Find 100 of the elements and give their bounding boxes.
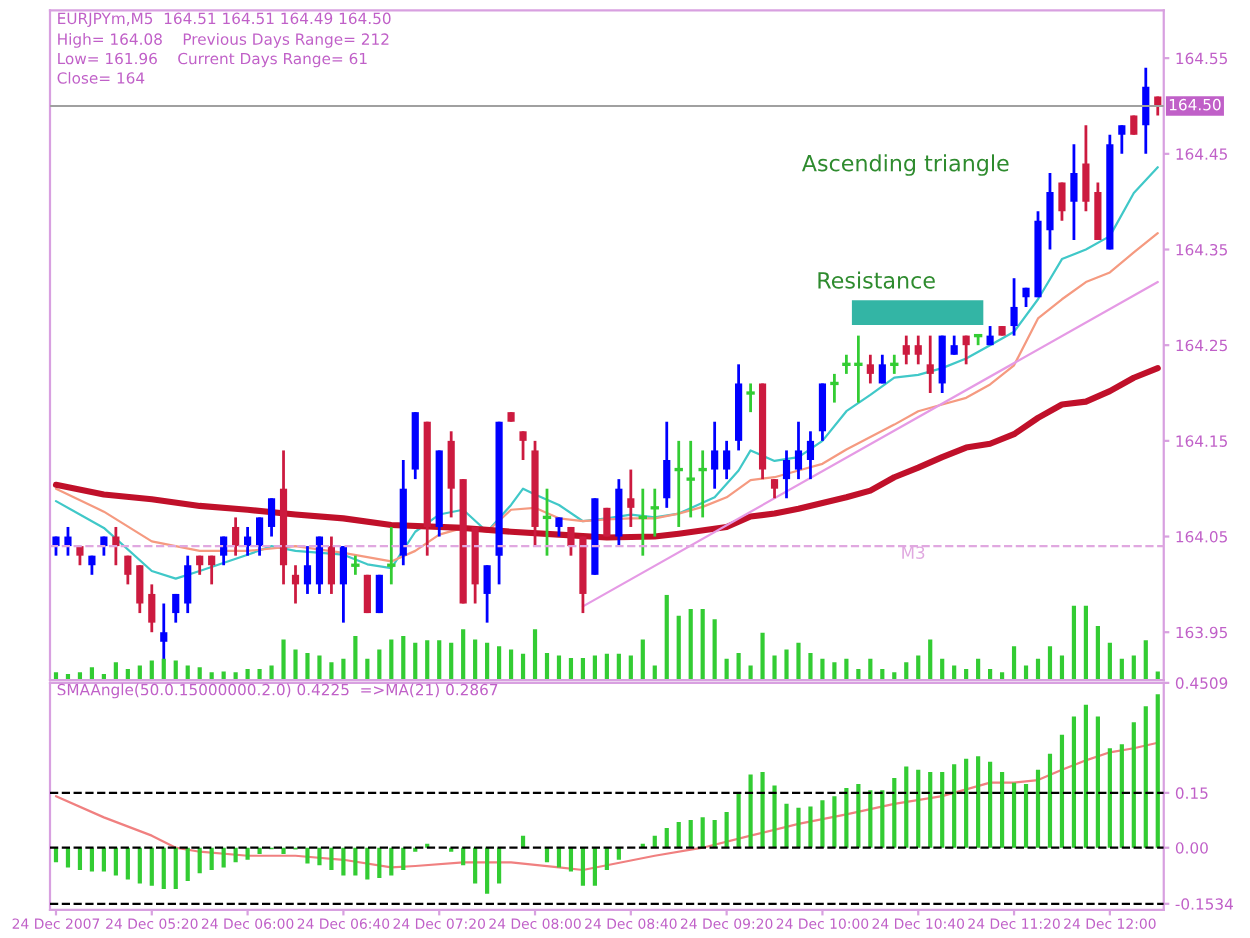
candlestick bbox=[1082, 123, 1090, 213]
candlestick bbox=[818, 382, 827, 443]
bar bbox=[700, 609, 705, 680]
bar bbox=[245, 668, 250, 680]
bar bbox=[868, 658, 873, 680]
bar bbox=[1083, 704, 1088, 848]
bar bbox=[485, 642, 490, 680]
candlestick bbox=[962, 334, 970, 366]
candlestick bbox=[1058, 181, 1066, 223]
bar bbox=[173, 847, 178, 890]
bar bbox=[1131, 722, 1136, 848]
bar bbox=[916, 769, 921, 848]
candlestick bbox=[447, 429, 455, 519]
bar bbox=[233, 847, 238, 863]
bar bbox=[952, 764, 957, 848]
bar bbox=[1035, 658, 1041, 680]
candlestick bbox=[866, 353, 874, 385]
candlestick bbox=[339, 544, 347, 625]
bar bbox=[1071, 605, 1077, 680]
bar bbox=[676, 615, 681, 680]
candlestick bbox=[627, 468, 635, 529]
bar bbox=[964, 668, 969, 680]
bar bbox=[904, 766, 909, 848]
bar bbox=[221, 847, 226, 868]
bar bbox=[449, 642, 454, 680]
bar bbox=[425, 640, 430, 680]
bar bbox=[676, 822, 681, 848]
bar bbox=[940, 772, 945, 848]
bar bbox=[77, 672, 83, 680]
bar bbox=[377, 847, 382, 879]
candlestick bbox=[926, 334, 934, 395]
bar bbox=[149, 660, 154, 680]
bar bbox=[1095, 716, 1100, 848]
line-series bbox=[52, 365, 1161, 541]
candlestick bbox=[136, 563, 144, 615]
bar bbox=[1011, 782, 1017, 848]
bar bbox=[508, 649, 514, 680]
bar bbox=[712, 819, 717, 848]
bar bbox=[341, 658, 346, 680]
bar bbox=[784, 649, 789, 680]
bar bbox=[473, 639, 478, 680]
bar bbox=[137, 847, 142, 884]
candlestick bbox=[1154, 95, 1162, 117]
bar bbox=[269, 665, 274, 680]
bar bbox=[532, 629, 538, 680]
bar bbox=[688, 609, 693, 680]
candlestick bbox=[938, 334, 946, 395]
candlestick bbox=[1118, 123, 1126, 156]
bar bbox=[89, 667, 95, 680]
bar bbox=[916, 655, 921, 680]
candlestick bbox=[232, 516, 240, 558]
candlestick bbox=[1142, 66, 1150, 156]
bar bbox=[1143, 706, 1148, 848]
bar bbox=[1011, 646, 1017, 680]
candlestick bbox=[806, 429, 815, 481]
bar bbox=[856, 784, 861, 848]
bar bbox=[245, 847, 250, 860]
bar bbox=[473, 847, 478, 884]
bar bbox=[281, 639, 286, 680]
bar bbox=[257, 668, 262, 680]
bar bbox=[113, 662, 118, 680]
bar bbox=[353, 847, 358, 876]
bar bbox=[880, 790, 885, 848]
bar bbox=[77, 847, 83, 871]
bar bbox=[209, 847, 214, 871]
bar bbox=[664, 594, 669, 680]
bar bbox=[173, 660, 178, 680]
bar bbox=[976, 658, 981, 680]
bar bbox=[497, 646, 502, 680]
candlestick bbox=[1010, 276, 1018, 338]
bar bbox=[1047, 753, 1053, 848]
candlestick bbox=[327, 535, 336, 596]
bar bbox=[1071, 716, 1077, 848]
candlestick bbox=[208, 554, 216, 586]
candlestick bbox=[878, 353, 886, 385]
bar bbox=[724, 811, 729, 848]
bar bbox=[161, 847, 166, 890]
bar bbox=[999, 672, 1005, 680]
bar bbox=[844, 788, 849, 848]
annotation: Resistance bbox=[818, 271, 935, 289]
bar bbox=[556, 655, 562, 680]
bar bbox=[616, 653, 621, 680]
line-series bbox=[54, 741, 1159, 872]
bar bbox=[161, 658, 166, 680]
bar bbox=[808, 652, 813, 680]
bar bbox=[101, 674, 106, 680]
bar bbox=[712, 619, 717, 680]
bar bbox=[784, 803, 789, 848]
bar bbox=[389, 847, 394, 876]
bar bbox=[197, 667, 202, 680]
bar bbox=[988, 668, 993, 680]
bar bbox=[580, 658, 586, 680]
candlestick bbox=[519, 429, 527, 462]
bar bbox=[892, 672, 897, 680]
bar bbox=[53, 672, 59, 680]
candlestick bbox=[267, 496, 276, 538]
bar bbox=[317, 847, 322, 866]
bar bbox=[928, 639, 933, 680]
candlestick bbox=[555, 516, 563, 538]
candlestick bbox=[172, 592, 180, 625]
